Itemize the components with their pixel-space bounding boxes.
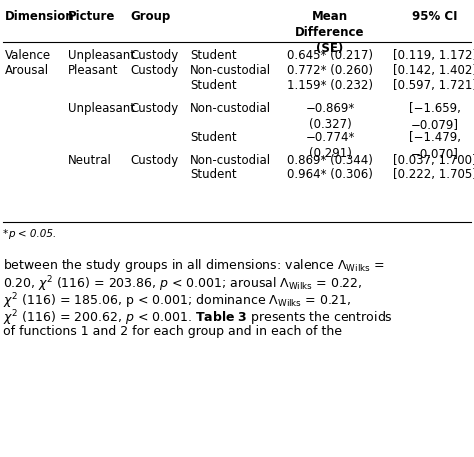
Text: Custody: Custody bbox=[130, 102, 178, 115]
Text: Valence: Valence bbox=[5, 49, 51, 62]
Text: Group: Group bbox=[130, 10, 170, 23]
Text: Arousal: Arousal bbox=[5, 64, 49, 77]
Text: 1.159* (0.232): 1.159* (0.232) bbox=[287, 79, 373, 92]
Text: Unpleasant: Unpleasant bbox=[68, 102, 135, 115]
Text: [−1.659,
−0.079]: [−1.659, −0.079] bbox=[409, 102, 461, 131]
Text: 0.869* (0.344): 0.869* (0.344) bbox=[287, 154, 373, 167]
Text: −0.869*
(0.327): −0.869* (0.327) bbox=[305, 102, 355, 131]
Text: Mean
Difference
(SE): Mean Difference (SE) bbox=[295, 10, 365, 55]
Text: *: * bbox=[3, 229, 8, 239]
Text: [0.597, 1.721]: [0.597, 1.721] bbox=[393, 79, 474, 92]
Text: [0.037, 1.700]: [0.037, 1.700] bbox=[393, 154, 474, 167]
Text: [−1.479,
−0.070]: [−1.479, −0.070] bbox=[409, 131, 461, 160]
Text: [0.119, 1.172]: [0.119, 1.172] bbox=[393, 49, 474, 62]
Text: Dimension: Dimension bbox=[5, 10, 74, 23]
Text: Custody: Custody bbox=[130, 49, 178, 62]
Text: Pleasant: Pleasant bbox=[68, 64, 118, 77]
Text: Student: Student bbox=[190, 79, 237, 92]
Text: between the study groups in all dimensions: valence $\Lambda_{\mathrm{Wilks}}$ =: between the study groups in all dimensio… bbox=[3, 257, 385, 274]
Text: Picture: Picture bbox=[68, 10, 115, 23]
Text: Non-custodial: Non-custodial bbox=[190, 64, 271, 77]
Text: [0.222, 1.705]: [0.222, 1.705] bbox=[393, 168, 474, 181]
Text: Unpleasant: Unpleasant bbox=[68, 49, 135, 62]
Text: Custody: Custody bbox=[130, 64, 178, 77]
Text: 0.20, $\chi^{2}$ (116) = 203.86, $p$ < 0.001; arousal $\Lambda_{\mathrm{Wilks}}$: 0.20, $\chi^{2}$ (116) = 203.86, $p$ < 0… bbox=[3, 274, 362, 293]
Text: [0.142, 1.402]: [0.142, 1.402] bbox=[393, 64, 474, 77]
Text: Custody: Custody bbox=[130, 154, 178, 167]
Text: $\chi^{2}$ (116) = 185.06, p < 0.001; dominance $\Lambda_{\mathrm{Wilks}}$ = 0.2: $\chi^{2}$ (116) = 185.06, p < 0.001; do… bbox=[3, 291, 351, 311]
Text: of functions 1 and 2 for each group and in each of the: of functions 1 and 2 for each group and … bbox=[3, 325, 342, 338]
Text: $\chi^{2}$ (116) = 200.62, $p$ < 0.001. $\mathbf{Table\ 3}$ presents the centroi: $\chi^{2}$ (116) = 200.62, $p$ < 0.001. … bbox=[3, 308, 393, 328]
Text: −0.774*
(0.291): −0.774* (0.291) bbox=[305, 131, 355, 160]
Text: 0.645* (0.217): 0.645* (0.217) bbox=[287, 49, 373, 62]
Text: Non-custodial: Non-custodial bbox=[190, 102, 271, 115]
Text: Student: Student bbox=[190, 49, 237, 62]
Text: 0.772* (0.260): 0.772* (0.260) bbox=[287, 64, 373, 77]
Text: Non-custodial: Non-custodial bbox=[190, 154, 271, 167]
Text: p < 0.05.: p < 0.05. bbox=[8, 229, 56, 239]
Text: Student: Student bbox=[190, 131, 237, 144]
Text: 0.964* (0.306): 0.964* (0.306) bbox=[287, 168, 373, 181]
Text: Neutral: Neutral bbox=[68, 154, 112, 167]
Text: 95% CI: 95% CI bbox=[412, 10, 458, 23]
Text: Student: Student bbox=[190, 168, 237, 181]
